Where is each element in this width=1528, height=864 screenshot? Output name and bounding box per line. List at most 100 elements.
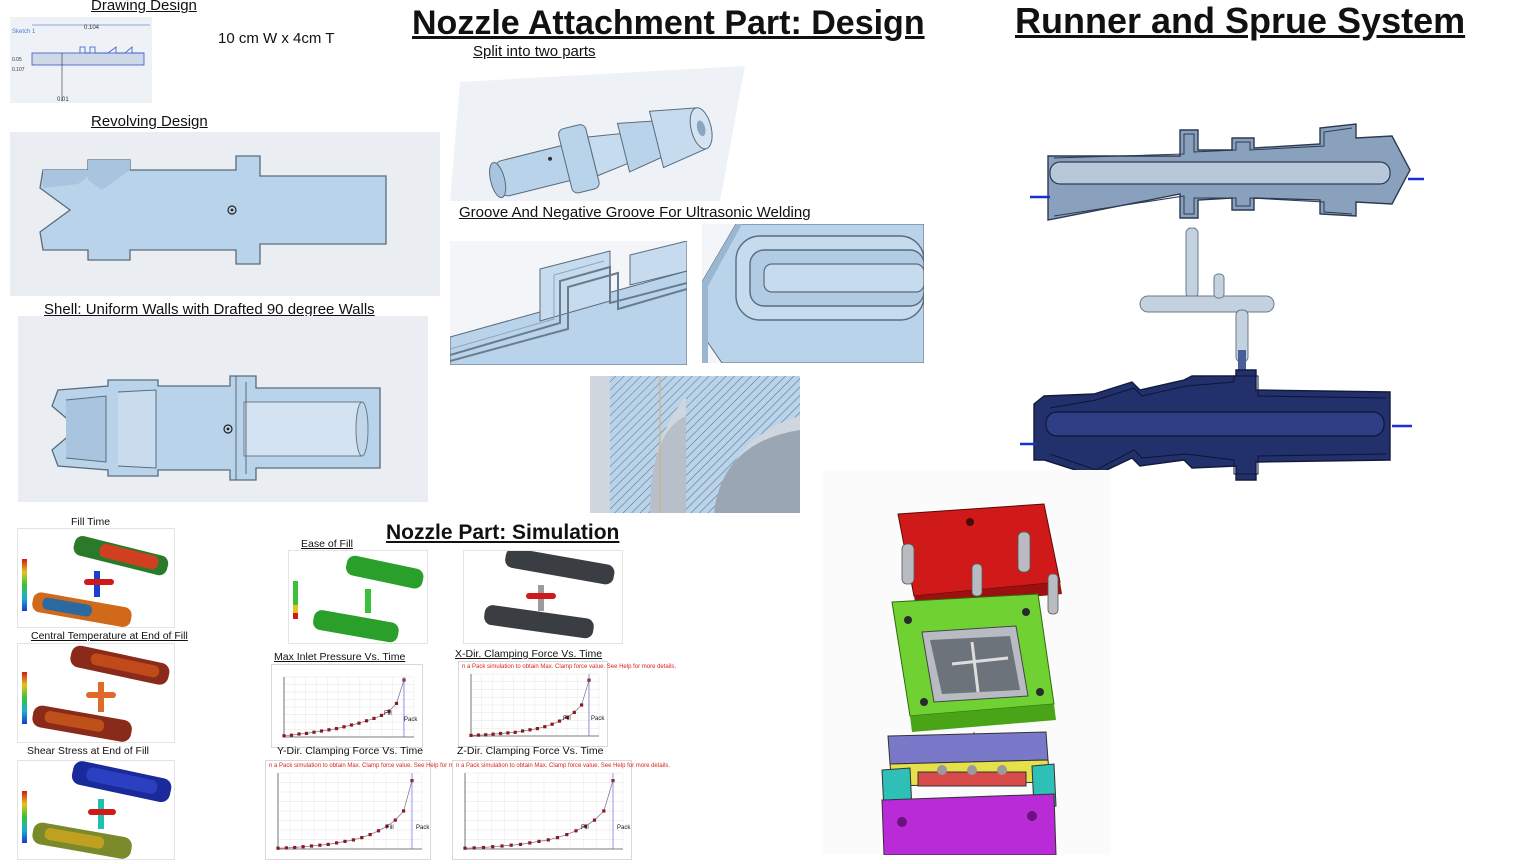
data-point — [463, 846, 467, 850]
data-point — [550, 722, 554, 726]
data-point — [574, 829, 578, 833]
x-clamp-chart: n a Pack simulation to obtain Max. Clamp… — [458, 661, 676, 747]
data-point — [327, 728, 331, 732]
data-point — [491, 845, 495, 849]
data-point — [528, 841, 532, 845]
shear-stress-panel — [17, 760, 175, 860]
sketch-panel: Sketch 1 0.104 0.05 0.107 0.01 — [10, 17, 152, 103]
data-point — [546, 838, 550, 842]
data-point — [572, 710, 576, 714]
data-point — [513, 730, 517, 734]
data-point — [368, 833, 372, 837]
pack-marker-label-3: Pack — [617, 825, 631, 831]
data-point — [385, 824, 389, 828]
mold-render-panel — [463, 548, 623, 644]
data-point — [360, 836, 364, 840]
mold-assembly — [822, 470, 1110, 855]
data-point — [602, 809, 606, 813]
data-point — [394, 701, 399, 705]
data-point — [491, 732, 495, 736]
max-inlet-caption: Max Inlet Pressure Vs. Time — [274, 651, 406, 663]
runner-diagram — [1020, 120, 1430, 490]
data-point — [518, 842, 523, 846]
data-point — [357, 721, 361, 725]
data-point — [326, 842, 330, 846]
fill-marker-label-0: Fill — [384, 711, 392, 717]
y-clamp-warning: n a Pack simulation to obtain Max. Clamp… — [269, 763, 484, 769]
z-clamp-caption: Z-Dir. Clamping Force Vs. Time — [457, 745, 604, 757]
data-point — [469, 733, 473, 737]
data-point — [351, 838, 355, 842]
data-point — [528, 728, 532, 732]
data-point — [506, 731, 510, 735]
x-clamp-warning: n a Pack simulation to obtain Max. Clamp… — [462, 664, 677, 670]
data-point — [342, 725, 346, 729]
data-point — [402, 809, 406, 813]
groove-panel-left — [450, 241, 687, 365]
groove-caption: Groove And Negative Groove For Ultrasoni… — [459, 204, 811, 221]
data-point — [580, 703, 584, 707]
split-panel — [450, 66, 745, 201]
shear-stress-caption: Shear Stress at End of Fill — [27, 745, 149, 757]
simulation-title: Nozzle Part: Simulation — [386, 521, 620, 544]
y-clamp-chart: n a Pack simulation to obtain Max. Clamp… — [265, 760, 483, 860]
data-point — [282, 734, 286, 738]
fill-time-caption: Fill Time — [71, 516, 111, 528]
pack-marker-label-0: Pack — [404, 717, 418, 723]
ease-of-fill-panel — [288, 550, 428, 644]
data-point — [276, 846, 280, 850]
data-point — [537, 839, 541, 843]
data-point — [565, 833, 569, 837]
data-point — [535, 727, 539, 731]
data-point — [498, 731, 503, 736]
data-point — [521, 729, 525, 733]
sketch-label: Sketch 1 — [12, 29, 36, 35]
data-point — [335, 841, 339, 845]
sketch-dim-side: 0.107 — [12, 67, 25, 73]
data-point — [301, 845, 305, 849]
data-point — [500, 844, 504, 848]
data-point — [304, 731, 309, 735]
x-clamp-caption: X-Dir. Clamping Force Vs. Time — [455, 648, 603, 660]
nozzle-design-title: Nozzle Attachment Part: Design — [412, 4, 925, 42]
fill-marker-label-1: Fill — [563, 716, 571, 722]
data-point — [376, 829, 381, 833]
runner-title: Runner and Sprue System — [1015, 0, 1466, 41]
data-point — [555, 836, 560, 840]
pack-marker-label-2: Pack — [416, 825, 430, 831]
section-view-panel — [590, 376, 800, 513]
data-point — [312, 730, 316, 734]
z-clamp-chart: n a Pack simulation to obtain Max. Clamp… — [452, 760, 670, 860]
data-point — [343, 839, 347, 843]
central-temp-panel — [17, 643, 175, 743]
data-point — [557, 719, 562, 723]
shell-panel — [18, 316, 428, 502]
fill-marker-label-2: Fill — [386, 825, 394, 831]
data-point — [592, 818, 597, 822]
revolving-design-caption: Revolving Design — [91, 113, 208, 130]
data-point — [297, 732, 301, 736]
data-point — [293, 845, 297, 850]
data-point — [334, 727, 339, 731]
sketch-dim-left: 0.05 — [12, 57, 22, 63]
y-clamp-caption: Y-Dir. Clamping Force Vs. Time — [277, 745, 424, 757]
drawing-design-caption: Drawing Design — [91, 0, 197, 14]
revolving-design-panel — [10, 132, 440, 296]
series-line — [470, 680, 590, 736]
data-point — [393, 818, 397, 822]
central-temp-caption: Central Temperature at End of Fill — [31, 630, 188, 642]
dimensions-text: 10 cm W x 4cm T — [218, 30, 335, 47]
data-point — [481, 845, 486, 850]
series-line — [464, 780, 614, 849]
data-point — [364, 719, 369, 723]
data-point — [349, 723, 354, 727]
ease-of-fill-caption: Ease of Fill — [301, 538, 353, 550]
data-point — [318, 843, 322, 847]
data-point — [379, 713, 384, 717]
data-point — [319, 729, 324, 733]
data-point — [309, 844, 314, 848]
data-point — [476, 733, 480, 737]
data-point — [284, 846, 288, 850]
data-point — [583, 824, 587, 828]
data-point — [565, 715, 569, 719]
